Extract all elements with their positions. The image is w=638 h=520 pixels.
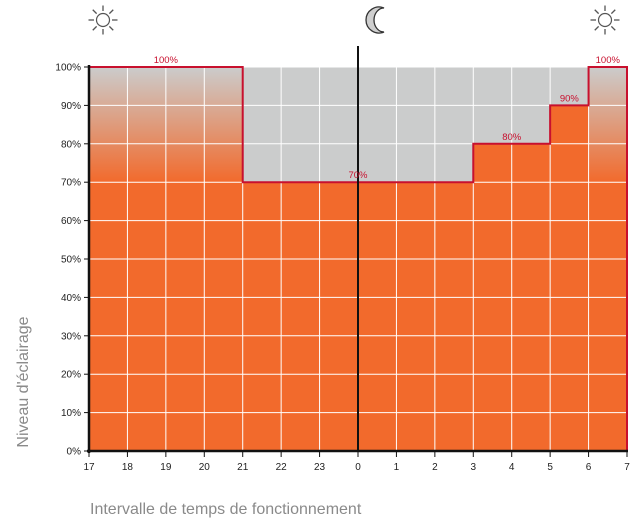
level-label: 100% bbox=[596, 55, 621, 66]
y-tick-label: 0% bbox=[67, 447, 82, 458]
y-tick-label: 70% bbox=[61, 178, 81, 189]
level-label: 90% bbox=[560, 93, 580, 104]
x-ticks: 17 18 19 20 21 22 23 0 1 2 3 4 5 6 7 bbox=[83, 451, 630, 473]
x-tick-label: 5 bbox=[547, 462, 553, 473]
sun-icon bbox=[88, 5, 118, 35]
x-tick-label: 1 bbox=[394, 462, 400, 473]
moon-icon bbox=[365, 6, 385, 34]
x-tick-label: 22 bbox=[276, 462, 288, 473]
y-tick-label: 80% bbox=[61, 139, 81, 150]
y-tick-label: 20% bbox=[61, 370, 81, 381]
level-step-line bbox=[88, 66, 628, 451]
x-tick-label: 6 bbox=[586, 462, 592, 473]
x-tick-label: 18 bbox=[122, 462, 134, 473]
x-tick-label: 17 bbox=[83, 462, 95, 473]
x-tick-label: 20 bbox=[199, 462, 211, 473]
x-tick-label: 0 bbox=[355, 462, 361, 473]
x-tick-label: 23 bbox=[314, 462, 326, 473]
y-tick-label: 10% bbox=[61, 408, 81, 419]
y-tick-label: 50% bbox=[61, 255, 81, 266]
y-axis-title: Niveau d'éclairage bbox=[15, 316, 32, 447]
x-tick-label: 19 bbox=[160, 462, 172, 473]
y-tick-label: 100% bbox=[55, 63, 81, 74]
level-label: 80% bbox=[502, 132, 522, 143]
x-tick-label: 7 bbox=[624, 462, 630, 473]
y-tick-label: 60% bbox=[61, 216, 81, 227]
y-ticks: 0% 10% 20% 30% 40% 50% 60% 70% 80% 90% 100% bbox=[55, 63, 89, 458]
level-fill-segment bbox=[550, 105, 589, 452]
y-tick-label: 30% bbox=[61, 331, 81, 342]
level-fill-fade bbox=[588, 67, 627, 183]
y-tick-label: 40% bbox=[61, 293, 81, 304]
level-label: 100% bbox=[154, 55, 179, 66]
x-tick-label: 2 bbox=[432, 462, 438, 473]
x-axis-title: Intervalle de temps de fonctionnement bbox=[90, 501, 362, 518]
time-icons bbox=[88, 5, 620, 35]
level-line bbox=[88, 66, 628, 451]
x-tick-label: 4 bbox=[509, 462, 515, 473]
x-tick-label: 21 bbox=[237, 462, 249, 473]
level-labels: 100% 70% 80% 90% 100% bbox=[154, 55, 621, 181]
y-tick-label: 90% bbox=[61, 101, 81, 112]
x-tick-label: 3 bbox=[471, 462, 477, 473]
level-label: 70% bbox=[348, 170, 368, 181]
sun-icon bbox=[590, 5, 620, 35]
